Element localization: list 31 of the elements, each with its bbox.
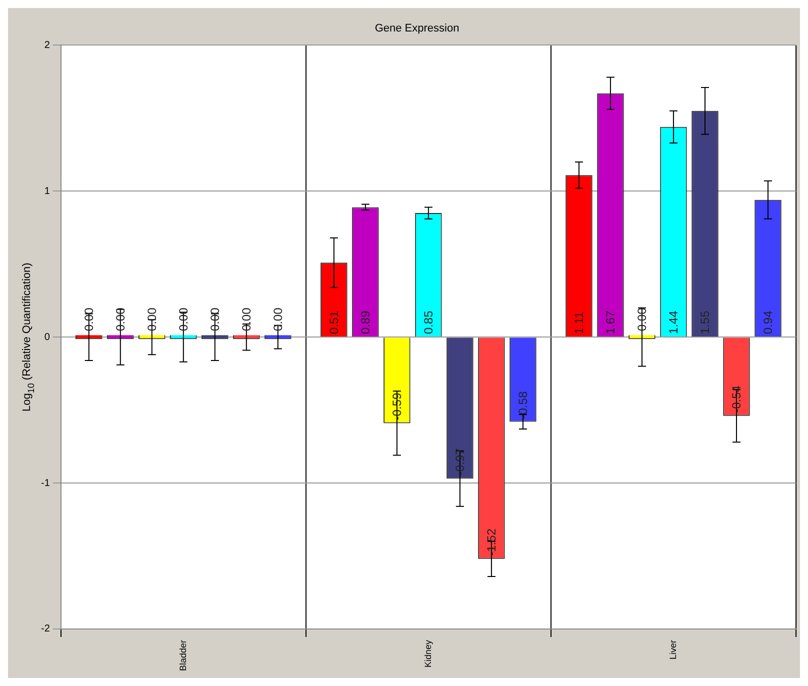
data-label: 0.51 xyxy=(326,310,341,334)
y-axis-title: Log10 (Relative Quantification) xyxy=(21,262,36,412)
data-label: 0.89 xyxy=(358,310,372,334)
data-label: 1.44 xyxy=(666,310,680,334)
chart-title: Gene Expression xyxy=(374,22,460,35)
y-tick-label: 0 xyxy=(44,332,50,343)
data-label: 1.67 xyxy=(603,310,618,334)
data-label: 0.85 xyxy=(421,310,436,334)
data-label: -0.59 xyxy=(390,392,404,420)
data-label: 1.11 xyxy=(572,311,586,334)
y-tick-label: 2 xyxy=(44,40,50,51)
y-tick-label: -2 xyxy=(40,624,50,635)
data-label: 0.00 xyxy=(82,307,96,332)
data-label: -0.54 xyxy=(729,385,744,413)
data-label: 0.00 xyxy=(144,307,159,332)
data-label: 0.94 xyxy=(760,310,775,334)
data-label: 0.00 xyxy=(634,307,649,332)
data-label: -0.97 xyxy=(452,448,467,476)
data-label: -0.58 xyxy=(516,391,530,419)
x-tick-label: Kidney xyxy=(422,639,433,668)
data-label: 1.55 xyxy=(698,310,712,334)
data-label: 0.00 xyxy=(113,307,128,332)
x-tick-label: Liver xyxy=(668,640,678,660)
data-label: 0.00 xyxy=(176,307,190,332)
data-label: 0.00 xyxy=(270,307,285,332)
y-tick-label: -1 xyxy=(40,478,50,489)
data-label: 0.00 xyxy=(208,307,222,332)
x-tick-label: Bladder xyxy=(178,640,188,672)
data-label: 0.00 xyxy=(239,307,254,332)
y-tick-label: 1 xyxy=(44,186,50,197)
data-label: -1.52 xyxy=(484,528,498,556)
